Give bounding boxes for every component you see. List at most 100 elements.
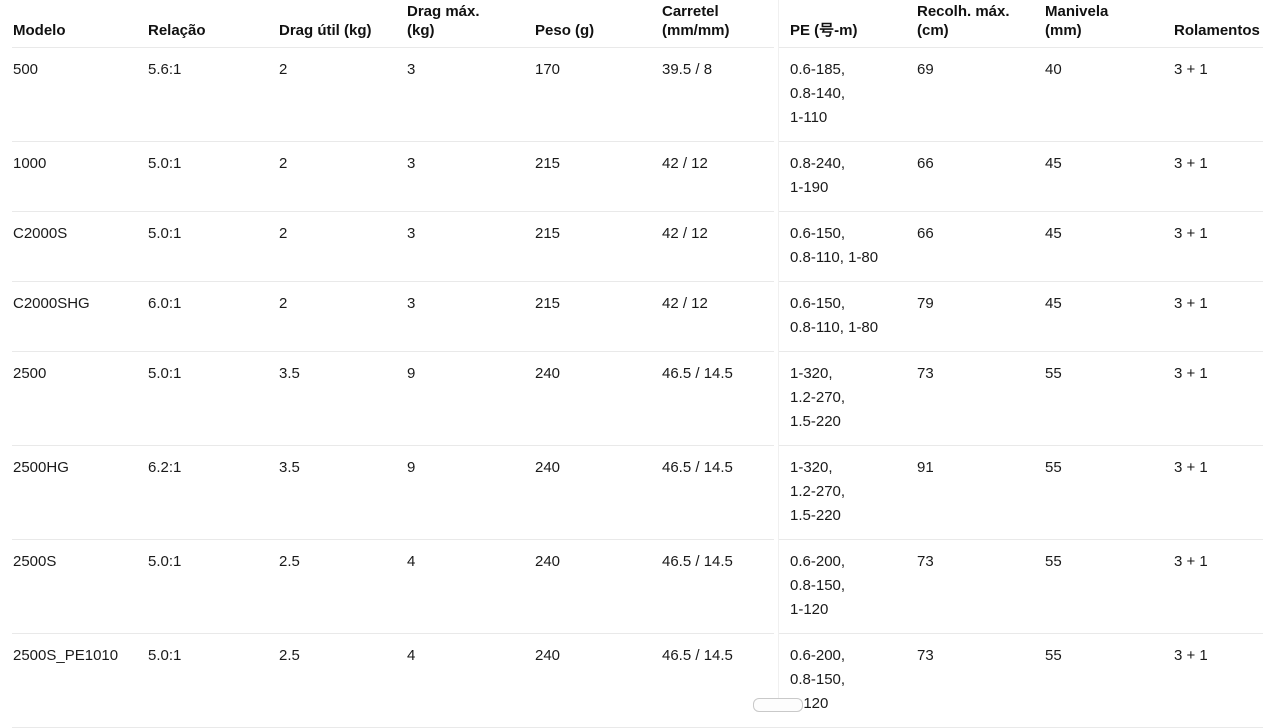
pe-capacity-line: 0.8-240, xyxy=(790,154,846,172)
cell-carretel: 42 / 12 xyxy=(662,154,708,172)
column-header-peso: Peso (g) xyxy=(535,21,595,39)
cell-carretel: 46.5 / 14.5 xyxy=(662,552,733,570)
column-header-rolamentos: Rolamentos xyxy=(1174,21,1260,39)
cell-relacao: 5.0:1 xyxy=(148,364,182,382)
cell-rolamentos: 3 + 1 xyxy=(1174,552,1208,570)
table-row: 2500 5.0:1 3.5 9 240 46.5 / 14.5 1-320, 1.2-270… xyxy=(12,351,1263,445)
cell-drag_util: 2.5 xyxy=(279,646,300,664)
cell-drag_max: 3 xyxy=(407,224,416,242)
cell-drag_util: 2 xyxy=(279,154,288,172)
cell-recolh_max: 66 xyxy=(917,154,934,172)
cell-relacao: 5.0:1 xyxy=(148,154,182,172)
cell-peso: 240 xyxy=(535,458,561,476)
cell-carretel: 42 / 12 xyxy=(662,294,708,312)
cell-rolamentos: 3 + 1 xyxy=(1174,224,1208,242)
pe-capacity-line: 1-110 xyxy=(790,108,828,126)
cell-recolh_max: 73 xyxy=(917,552,934,570)
cell-peso: 215 xyxy=(535,154,561,172)
cell-manivela: 45 xyxy=(1045,154,1062,172)
cell-peso: 240 xyxy=(535,646,561,664)
cell-pe: 0.6-200, 0.8-150, 1-120 xyxy=(790,539,917,633)
pe-capacity-line: 0.6-200, xyxy=(790,646,846,664)
pe-capacity-line: 1-320, xyxy=(790,364,833,382)
cell-peso: 170 xyxy=(535,60,561,78)
cell-modelo: 2500 xyxy=(13,364,47,382)
cell-recolh_max: 73 xyxy=(917,364,934,382)
cell-carretel: 39.5 / 8 xyxy=(662,60,713,78)
cell-relacao: 5.0:1 xyxy=(148,646,182,664)
cell-recolh_max: 73 xyxy=(917,646,934,664)
column-header-drag_max: Drag máx. (kg) xyxy=(407,2,480,39)
cell-peso: 240 xyxy=(535,552,561,570)
cell-peso: 215 xyxy=(535,224,561,242)
cell-carretel: 46.5 / 14.5 xyxy=(662,458,733,476)
column-seam-line xyxy=(778,0,779,704)
table-row: 2500S_PE1010 5.0:1 2.5 4 240 46.5 / 14.5 0.6-2… xyxy=(12,633,1263,727)
cell-modelo: 1000 xyxy=(13,154,47,172)
cell-manivela: 55 xyxy=(1045,646,1062,664)
cell-relacao: 5.6:1 xyxy=(148,60,182,78)
cell-drag_max: 3 xyxy=(407,154,416,172)
cell-modelo: 2500HG xyxy=(13,458,69,476)
cell-manivela: 55 xyxy=(1045,364,1062,382)
pe-capacity-line: 0.6-150, xyxy=(790,294,846,312)
cell-rolamentos: 3 + 1 xyxy=(1174,646,1208,664)
cell-peso: 240 xyxy=(535,364,561,382)
pe-capacity-line: 0.6-185, xyxy=(790,60,846,78)
table-row: 500 5.6:1 2 3 170 39.5 / 8 0.6-185, 0.8-140, 1-1… xyxy=(12,47,1263,141)
cell-rolamentos: 3 + 1 xyxy=(1174,294,1208,312)
table-row: C2000S 5.0:1 2 3 215 42 / 12 0.6-150, 0.8-110, … xyxy=(12,211,1263,281)
cell-relacao: 5.0:1 xyxy=(148,552,182,570)
cell-rolamentos: 3 + 1 xyxy=(1174,60,1208,78)
cell-drag_util: 3.5 xyxy=(279,364,300,382)
cell-drag_max: 9 xyxy=(407,458,416,476)
cell-rolamentos: 3 + 1 xyxy=(1174,364,1208,382)
table-body: 500 5.6:1 2 3 170 39.5 / 8 0.6-185, 0.8-140, 1-1… xyxy=(12,47,1263,727)
cell-manivela: 45 xyxy=(1045,224,1062,242)
cell-drag_util: 3.5 xyxy=(279,458,300,476)
cell-rolamentos: 3 + 1 xyxy=(1174,458,1208,476)
cell-rolamentos: 3 + 1 xyxy=(1174,154,1208,172)
pe-capacity-line: 0.6-150, xyxy=(790,224,846,242)
cell-relacao: 6.0:1 xyxy=(148,294,182,312)
pe-capacity-line: 0.6-200, xyxy=(790,552,846,570)
cell-drag_util: 2 xyxy=(279,60,288,78)
pe-capacity-line: 1.5-220 xyxy=(790,506,841,524)
column-header-pe: PE (号-m) xyxy=(790,21,858,39)
column-seam-gap xyxy=(774,0,778,704)
column-header-modelo: Modelo xyxy=(13,21,66,39)
pe-capacity-line: 0.8-140, xyxy=(790,84,846,102)
cell-recolh_max: 69 xyxy=(917,60,934,78)
pe-capacity-line: 0.8-110, 1-80 xyxy=(790,318,879,336)
cell-recolh_max: 66 xyxy=(917,224,934,242)
pe-capacity-line: 1-320, xyxy=(790,458,833,476)
pe-capacity-line: 1.2-270, xyxy=(790,388,846,406)
horizontal-scrollbar-thumb[interactable] xyxy=(753,698,803,712)
column-header-recolh_max: Recolh. máx. (cm) xyxy=(917,2,1010,39)
cell-drag_max: 9 xyxy=(407,364,416,382)
table-row: C2000SHG 6.0:1 2 3 215 42 / 12 0.6-150, 0.8-110… xyxy=(12,281,1263,351)
column-header-carretel: Carretel (mm/mm) xyxy=(662,2,730,39)
cell-modelo: C2000SHG xyxy=(13,294,90,312)
cell-relacao: 5.0:1 xyxy=(148,224,182,242)
pe-capacity-line: 1.5-220 xyxy=(790,412,841,430)
cell-modelo: 2500S xyxy=(13,552,57,570)
cell-modelo: 2500S_PE1010 xyxy=(13,646,119,664)
cell-modelo: 500 xyxy=(13,60,39,78)
cell-drag_max: 4 xyxy=(407,646,416,664)
cell-pe: 0.6-150, 0.8-110, 1-80 xyxy=(790,281,917,351)
cell-modelo: C2000S xyxy=(13,224,68,242)
cell-drag_util: 2 xyxy=(279,224,288,242)
cell-drag_max: 3 xyxy=(407,60,416,78)
cell-pe: 0.6-200, 0.8-150, 1-120 xyxy=(790,633,917,727)
cell-manivela: 55 xyxy=(1045,458,1062,476)
cell-manivela: 45 xyxy=(1045,294,1062,312)
header-row: Modelo Relação Drag útil (kg) Drag máx. (kg… xyxy=(12,0,1263,47)
cell-pe: 1-320, 1.2-270, 1.5-220 xyxy=(790,351,917,445)
cell-pe: 0.6-185, 0.8-140, 1-110 xyxy=(790,47,917,141)
cell-pe: 0.6-150, 0.8-110, 1-80 xyxy=(790,211,917,281)
table-row: 2500S 5.0:1 2.5 4 240 46.5 / 14.5 0.6-200, 0.8-… xyxy=(12,539,1263,633)
table-row: 1000 5.0:1 2 3 215 42 / 12 0.8-240, 1-190 66 45 3 … xyxy=(12,141,1263,211)
column-header-drag_util: Drag útil (kg) xyxy=(279,21,372,39)
